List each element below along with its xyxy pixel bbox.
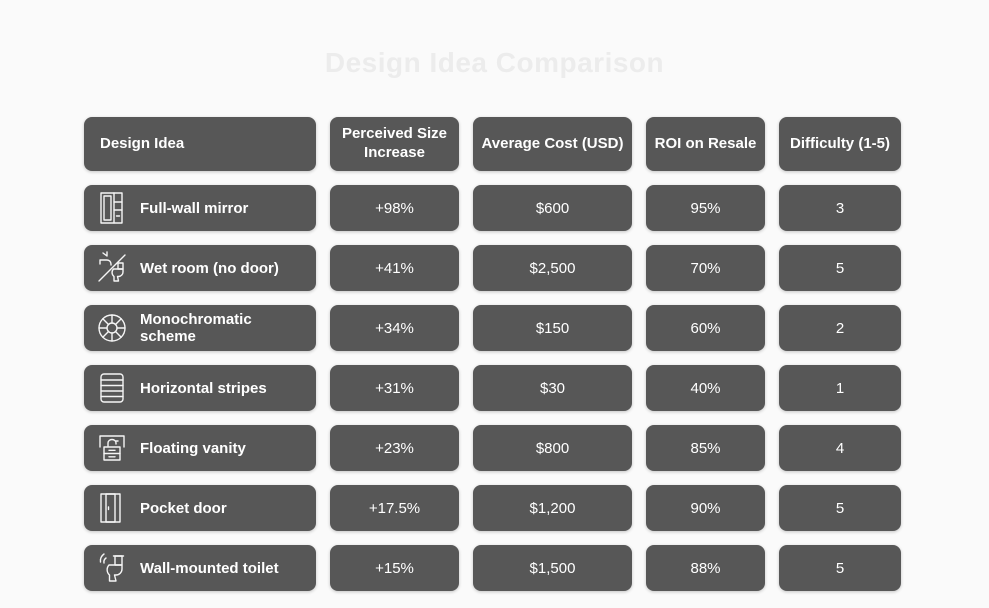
- table-row-label: Floating vanity: [84, 425, 316, 471]
- table-row-label: Full-wall mirror: [84, 185, 316, 231]
- table-row-label: Monochromatic scheme: [84, 305, 316, 351]
- roi-cell: 90%: [646, 485, 765, 531]
- header-cell-average-cost: Average Cost (USD): [473, 117, 632, 171]
- header-cell-roi: ROI on Resale: [646, 117, 765, 171]
- design-idea-label: Pocket door: [140, 499, 227, 517]
- header-cell-size-increase: Perceived Size Increase: [330, 117, 459, 171]
- mirror-cabinet-icon: [93, 189, 131, 227]
- table-row-label: Horizontal stripes: [84, 365, 316, 411]
- design-idea-label: Wet room (no door): [140, 259, 279, 277]
- header-cell-design-idea: Design Idea: [84, 117, 316, 171]
- pocket-door-icon: [93, 489, 131, 527]
- size-increase-cell: +41%: [330, 245, 459, 291]
- table-row-label: Wet room (no door): [84, 245, 316, 291]
- comparison-table: Design Idea Perceived Size Increase Aver…: [84, 117, 901, 591]
- design-idea-label: Full-wall mirror: [140, 199, 249, 217]
- difficulty-cell: 2: [779, 305, 901, 351]
- difficulty-cell: 5: [779, 245, 901, 291]
- size-increase-cell: +17.5%: [330, 485, 459, 531]
- roi-cell: 88%: [646, 545, 765, 591]
- avg-cost-cell: $150: [473, 305, 632, 351]
- avg-cost-cell: $800: [473, 425, 632, 471]
- design-idea-label: Floating vanity: [140, 439, 246, 457]
- avg-cost-cell: $2,500: [473, 245, 632, 291]
- wall-toilet-icon: [93, 549, 131, 587]
- design-idea-label: Monochromatic scheme: [140, 311, 252, 345]
- table-row-label: Wall-mounted toilet: [84, 545, 316, 591]
- roi-cell: 85%: [646, 425, 765, 471]
- size-increase-cell: +23%: [330, 425, 459, 471]
- difficulty-cell: 1: [779, 365, 901, 411]
- stripes-icon: [93, 369, 131, 407]
- difficulty-cell: 5: [779, 545, 901, 591]
- page-title: Design Idea Comparison: [324, 47, 665, 78]
- size-increase-cell: +31%: [330, 365, 459, 411]
- floating-vanity-icon: [93, 429, 131, 467]
- roi-cell: 40%: [646, 365, 765, 411]
- difficulty-cell: 4: [779, 425, 901, 471]
- design-idea-label: Horizontal stripes: [140, 379, 267, 397]
- size-increase-cell: +15%: [330, 545, 459, 591]
- roi-cell: 70%: [646, 245, 765, 291]
- roi-cell: 95%: [646, 185, 765, 231]
- size-increase-cell: +98%: [330, 185, 459, 231]
- color-wheel-icon: [93, 309, 131, 347]
- avg-cost-cell: $1,200: [473, 485, 632, 531]
- header-cell-difficulty: Difficulty (1-5): [779, 117, 901, 171]
- avg-cost-cell: $1,500: [473, 545, 632, 591]
- difficulty-cell: 5: [779, 485, 901, 531]
- roi-cell: 60%: [646, 305, 765, 351]
- table-row-label: Pocket door: [84, 485, 316, 531]
- design-idea-label: Wall-mounted toilet: [140, 559, 279, 577]
- difficulty-cell: 3: [779, 185, 901, 231]
- avg-cost-cell: $30: [473, 365, 632, 411]
- avg-cost-cell: $600: [473, 185, 632, 231]
- size-increase-cell: +34%: [330, 305, 459, 351]
- wet-room-icon: [93, 249, 131, 287]
